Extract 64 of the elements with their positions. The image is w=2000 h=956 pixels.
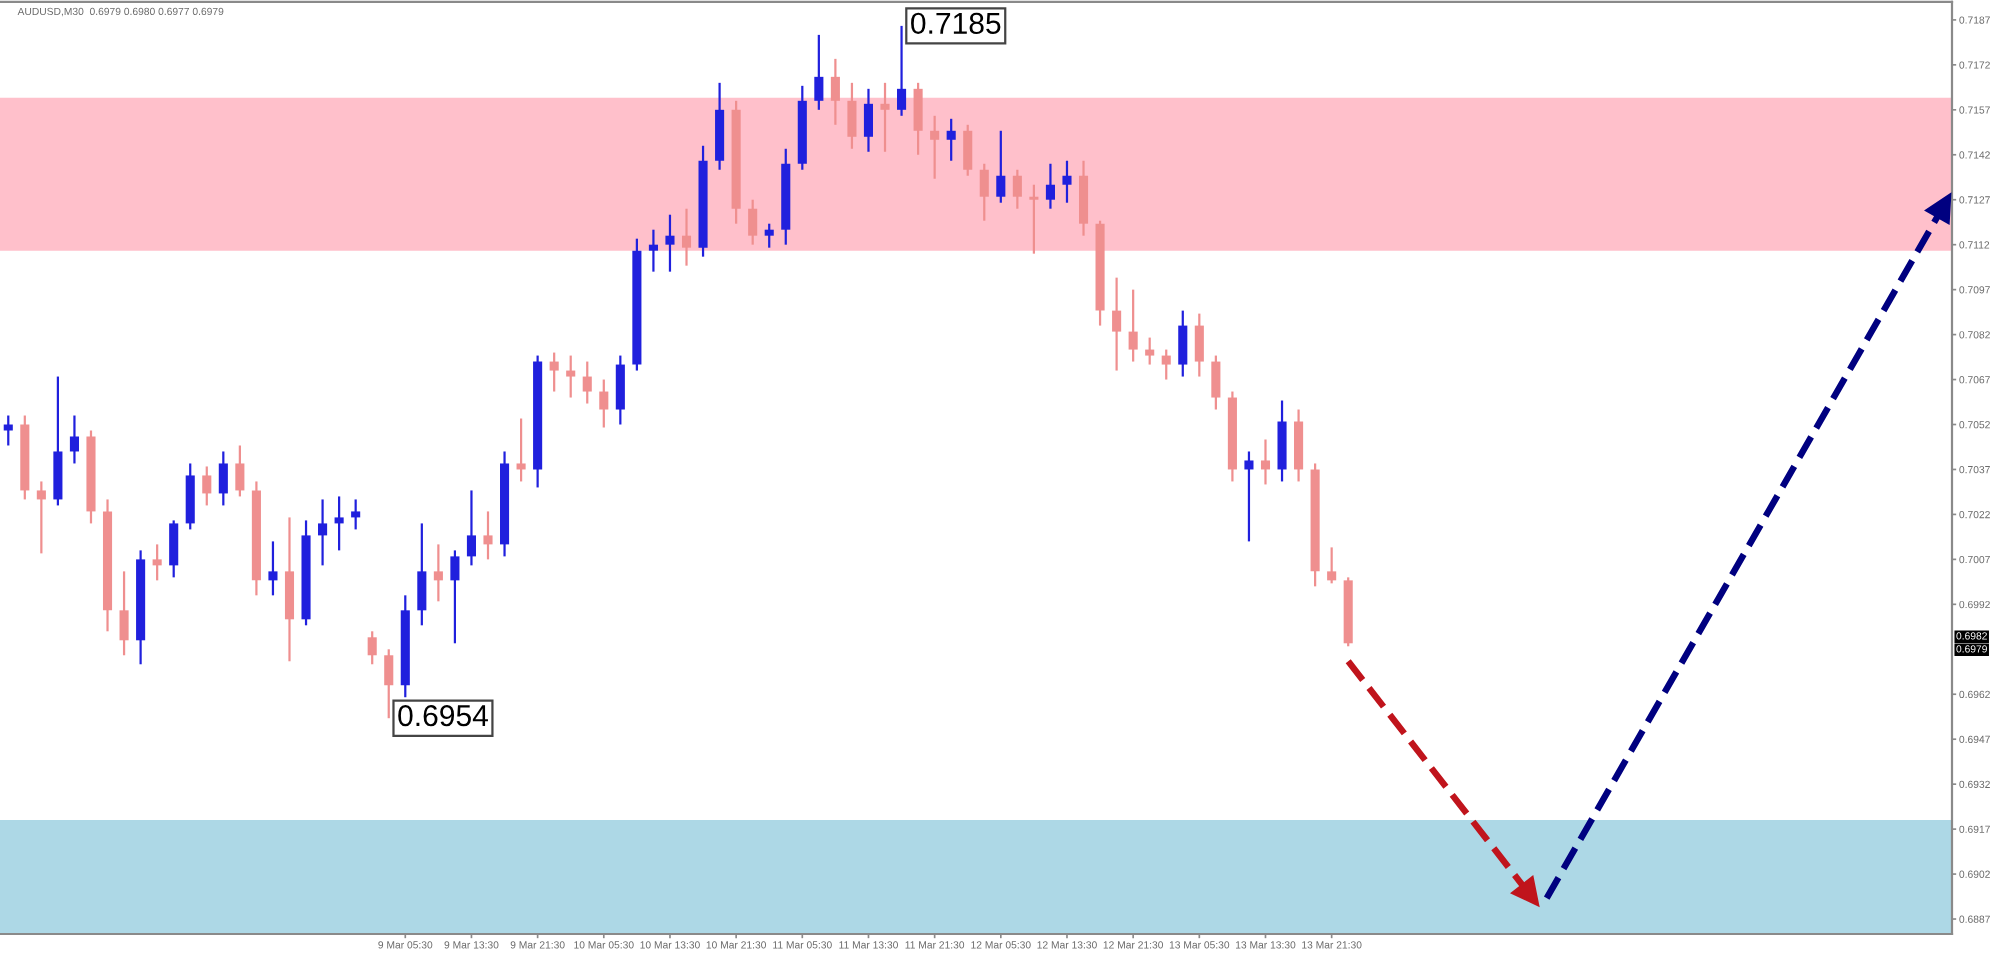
- candlestick: [417, 522, 427, 627]
- candlestick: [1045, 162, 1055, 210]
- candlestick: [1161, 348, 1171, 381]
- candlestick: [665, 213, 675, 273]
- candlestick: [185, 462, 195, 531]
- candlestick: [1078, 159, 1089, 237]
- candlestick: [1294, 408, 1304, 483]
- candlestick: [152, 543, 162, 582]
- candlestick: [1112, 276, 1122, 372]
- candlestick: [582, 360, 592, 405]
- candlestick: [218, 450, 228, 507]
- annotation: 0.6954: [398, 705, 488, 727]
- candlestick: [814, 33, 824, 111]
- candlestick: [1128, 288, 1138, 363]
- candlestick: [847, 81, 857, 150]
- candlestick: [1211, 354, 1221, 411]
- candlestick: [648, 228, 658, 273]
- candlestick: [1062, 159, 1072, 204]
- candlestick: [284, 516, 295, 663]
- candlestick: [202, 465, 212, 507]
- candlestick: [1327, 546, 1337, 585]
- candlestick: [963, 123, 973, 177]
- candlestick: [334, 495, 344, 552]
- candlestick: [433, 543, 443, 603]
- candlestick: [367, 630, 377, 666]
- candlestick: [384, 648, 394, 720]
- annotation: 0.7185: [911, 12, 1001, 34]
- candlestick: [516, 417, 526, 483]
- candlestick: [979, 162, 989, 222]
- candlestick: [69, 414, 79, 465]
- candlestick: [235, 444, 245, 498]
- candlestick: [466, 489, 477, 567]
- candlestick: [681, 207, 692, 267]
- candlestick: [53, 375, 63, 507]
- candlestick: [351, 498, 361, 531]
- candlestick: [318, 498, 328, 567]
- candlestick: [764, 222, 774, 249]
- candlestick: [897, 24, 907, 117]
- candlestick: [880, 81, 890, 153]
- candlestick: [1244, 450, 1254, 543]
- candlestick: [1194, 312, 1204, 378]
- candlestick: [863, 87, 874, 153]
- candlestick: [830, 57, 840, 126]
- candlestick: [1178, 309, 1188, 378]
- candlestick: [599, 378, 609, 429]
- candlestick: [483, 510, 493, 561]
- candlestick: [36, 480, 46, 555]
- candlestick: [169, 519, 179, 579]
- candlestick: [1145, 336, 1155, 366]
- candlestick: [930, 114, 940, 180]
- candlestick: [946, 117, 956, 162]
- candlestick: [1012, 168, 1022, 210]
- candlestick: [268, 540, 278, 597]
- candlestick: [119, 570, 129, 657]
- candlestick: [1260, 438, 1271, 486]
- candlestick: [1277, 399, 1287, 483]
- candlestick: [748, 198, 758, 246]
- candlestick: [996, 129, 1006, 204]
- candlestick: [1029, 183, 1039, 255]
- candlestick: [450, 549, 460, 645]
- candlestick: [549, 351, 559, 393]
- candlestick: [913, 81, 923, 156]
- candlestick: [566, 354, 576, 399]
- candlestick: [615, 354, 625, 426]
